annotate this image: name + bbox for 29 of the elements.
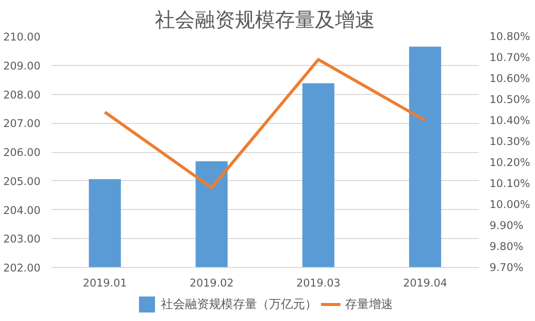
y-tick-label: 209.00: [3, 59, 41, 72]
y-tick-label: 206.00: [3, 146, 41, 159]
y-tick-label: 203.00: [3, 232, 41, 246]
y2-tick-label: 10.30%: [490, 135, 530, 148]
y2-tick-label: 9.90%: [490, 219, 524, 232]
y-tick-label: 210.00: [3, 30, 41, 44]
y2-tick-label: 9.80%: [490, 240, 524, 253]
y-tick-label: 202.00: [3, 262, 41, 274]
y2-tick-label: 10.40%: [490, 114, 530, 127]
y2-tick-label: 10.80%: [490, 30, 530, 43]
x-tick-label: 2019.02: [190, 276, 234, 290]
y2-tick-label: 10.20%: [490, 156, 530, 169]
y-tick-label: 207.00: [3, 117, 41, 130]
line-series: [103, 58, 427, 190]
y-tick-label: 205.00: [3, 174, 41, 188]
legend-label: 存量增速: [345, 296, 393, 312]
y2-tick-label: 9.70%: [490, 261, 524, 274]
y-tick-label: 204.00: [3, 204, 41, 217]
y2-tick-label: 10.50%: [490, 93, 530, 106]
x-tick-label: 2019.01: [82, 276, 127, 290]
legend-label: 社会融资规模存量（万亿元）: [161, 296, 317, 312]
y2-tick-label: 10.70%: [490, 51, 530, 64]
x-tick-label: 2019.03: [296, 276, 340, 290]
y-tick-label: 208.00: [3, 88, 41, 102]
y2-tick-label: 10.60%: [490, 72, 530, 85]
y2-tick-label: 10.00%: [490, 198, 530, 211]
y2-tick-label: 10.10%: [490, 177, 530, 190]
chart-title: 社会融资规模存量及增速: [155, 8, 375, 32]
x-tick-label: 2019.04: [403, 276, 448, 290]
